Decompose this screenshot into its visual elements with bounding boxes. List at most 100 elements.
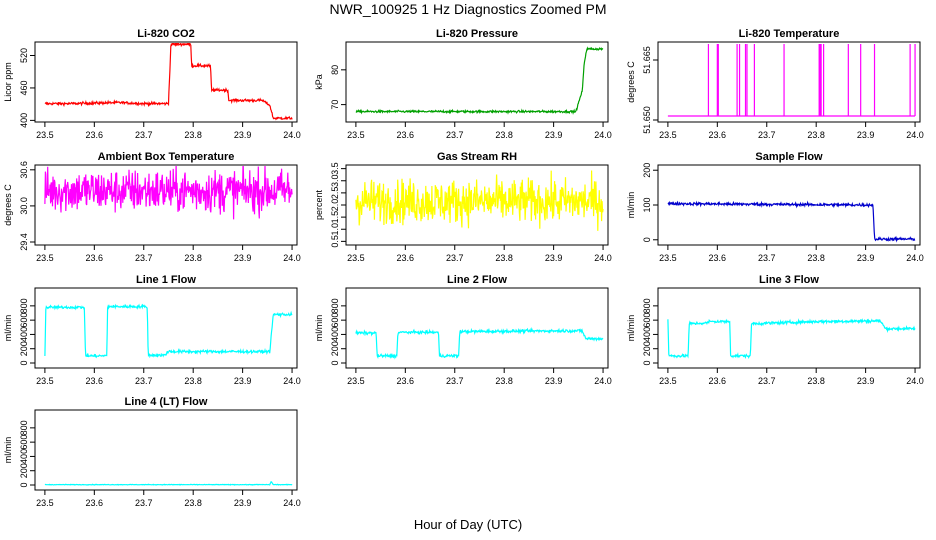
x-tick-label: 23.7 [446,253,464,263]
plot-frame [657,41,921,123]
panel-title: Line 3 Flow [759,274,819,286]
panel-1: Li-820 CO2 23.5 23.6 23.7 23.8 23.9 24.0 400 460… [3,28,301,140]
x-tick-label: 23.8 [495,376,513,386]
x-tick-label: 23.8 [184,376,202,386]
series-line [355,170,604,231]
x-tick-label: 23.6 [397,376,415,386]
plot-frame [34,287,298,369]
x-tick-label: 23.8 [495,130,513,140]
x-tick-label: 23.6 [86,376,104,386]
y-axis-label: ml/min [3,315,13,342]
y-tick-label: 70 [330,100,340,110]
panel-title: Ambient Box Temperature [98,151,235,163]
y-tick-label: 0 [642,360,652,365]
y-tick-label: 30.0 [19,197,29,215]
y-tick-label: 0 [19,482,29,487]
series-line [667,200,916,243]
y-tick-label: 200 [19,463,29,478]
x-tick-label: 24.0 [283,253,301,263]
y-axis-label: degrees C [3,184,13,226]
y-tick-label: 800 [19,298,29,313]
y-tick-label: 600 [330,313,340,328]
y-axis-label: kPa [314,74,324,90]
x-tick-label: 23.8 [184,130,202,140]
y-tick-label: 51.665 [642,46,652,74]
panel-title: Gas Stream RH [437,151,517,163]
x-tick-label: 24.0 [906,376,924,386]
x-tick-label: 24.0 [283,376,301,386]
x-tick-label: 23.6 [397,253,415,263]
x-tick-label: 23.5 [347,253,365,263]
x-tick-label: 23.7 [135,253,153,263]
series-line [355,326,604,360]
series-line [44,43,293,121]
x-tick-label: 23.6 [709,130,727,140]
x-tick-label: 23.8 [184,253,202,263]
x-tick-label: 23.8 [495,253,513,263]
panel-title: Line 4 (LT) Flow [125,396,208,408]
y-axis-label: ml/min [626,192,636,219]
y-tick-label: 400 [330,327,340,342]
y-tick-label: 0 [330,360,340,365]
y-axis-label: ml/min [626,315,636,342]
panel-title: Sample Flow [755,151,823,163]
y-tick-label: 0.5 [330,235,340,248]
y-tick-label: 3.5 [330,162,340,175]
series-line [44,303,293,359]
y-tick-label: 51.650 [642,106,652,134]
x-tick-label: 23.6 [86,253,104,263]
panel-5: Gas Stream RH 23.5 23.6 23.7 23.8 23.9 24.0 0.5… [314,151,612,263]
y-tick-label: 0 [19,360,29,365]
x-tick-label: 23.8 [184,498,202,508]
y-axis-label: percent [314,189,324,220]
x-tick-label: 24.0 [906,130,924,140]
plot-frame [34,164,298,246]
y-tick-label: 29.4 [19,233,29,251]
x-tick-label: 23.9 [857,376,875,386]
plot-frame [345,287,609,369]
panel-title: Li-820 Pressure [436,28,518,40]
x-tick-label: 23.9 [234,253,252,263]
x-tick-label: 23.7 [135,130,153,140]
x-tick-label: 23.5 [659,130,677,140]
x-tick-label: 23.7 [758,376,776,386]
y-tick-label: 600 [642,313,652,328]
panel-7: Line 1 Flow 23.5 23.6 23.7 23.8 23.9 24.0 0 2004… [3,274,301,386]
panel-title: Line 1 Flow [136,274,196,286]
y-tick-label: 200 [19,341,29,356]
panel-10: Line 4 (LT) Flow 23.5 23.6 23.7 23.8 23.9 24.0… [3,396,301,508]
y-tick-label: 400 [19,113,29,128]
series-line [44,166,293,220]
panel-9: Line 3 Flow 23.5 23.6 23.7 23.8 23.9 24.0 0 2004… [626,274,924,386]
x-tick-label: 23.5 [36,253,54,263]
x-axis-label: Hour of Day (UTC) [413,517,523,532]
x-tick-label: 23.7 [758,130,776,140]
y-tick-label: 600 [19,435,29,450]
x-tick-label: 23.6 [86,498,104,508]
x-tick-label: 23.9 [234,498,252,508]
plot-frame [34,41,298,123]
series-line [667,44,916,117]
y-tick-label: 800 [642,298,652,313]
plot-frame [345,164,609,246]
plot-frame [345,41,609,123]
panel-2: Li-820 Pressure 23.5 23.6 23.7 23.8 23.9 24.0 7… [314,28,612,140]
x-tick-label: 23.8 [807,376,825,386]
x-tick-label: 23.5 [36,376,54,386]
plot-frame [34,409,298,491]
y-axis-label: ml/min [314,315,324,342]
y-tick-label: 460 [19,80,29,95]
x-tick-label: 23.5 [347,130,365,140]
x-tick-label: 24.0 [594,376,612,386]
y-tick-label: 400 [19,327,29,342]
x-tick-label: 23.7 [446,376,464,386]
y-tick-label: 200 [642,163,652,178]
x-tick-label: 24.0 [906,253,924,263]
x-tick-label: 23.9 [234,376,252,386]
x-tick-label: 23.9 [545,376,563,386]
x-tick-label: 23.8 [807,253,825,263]
x-tick-label: 23.6 [397,130,415,140]
x-tick-label: 23.9 [857,130,875,140]
x-tick-label: 24.0 [594,253,612,263]
y-tick-label: 80 [330,65,340,75]
